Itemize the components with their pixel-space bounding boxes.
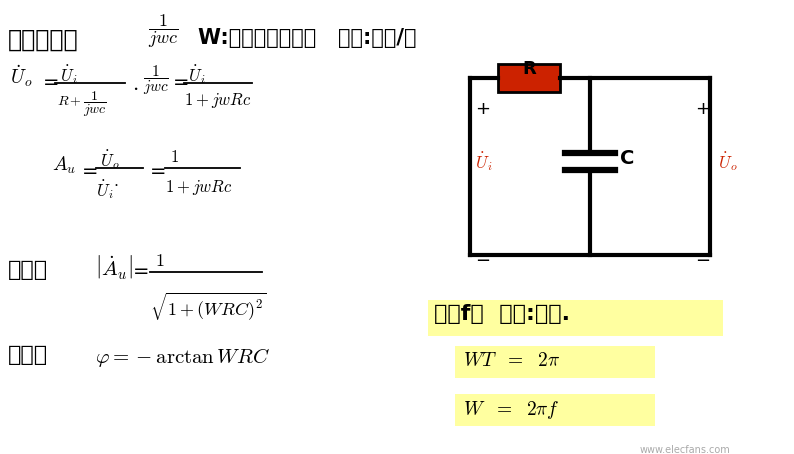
Text: $\dot{U}_o$: $\dot{U}_o$ [100, 148, 120, 171]
FancyBboxPatch shape [455, 346, 655, 378]
Text: $\dot{U}_i$: $\dot{U}_i$ [96, 178, 114, 201]
Text: $\dot{U}_o$: $\dot{U}_o$ [10, 63, 33, 89]
Text: $\cdot$: $\cdot$ [113, 173, 118, 191]
Text: $1$: $1$ [170, 148, 179, 166]
Text: =: = [82, 162, 98, 181]
Text: $\cdot$: $\cdot$ [132, 76, 138, 96]
Text: $1 + jwRc$: $1 + jwRc$ [184, 91, 252, 110]
Text: $\left|\dot{A}_u\right|$: $\left|\dot{A}_u\right|$ [95, 253, 133, 281]
Text: $\varphi = -\arctan WRC$: $\varphi = -\arctan WRC$ [95, 346, 270, 369]
Text: R: R [522, 60, 536, 78]
Text: +: + [695, 100, 710, 118]
Text: 电容的阻抗: 电容的阻抗 [8, 28, 79, 52]
Text: −: − [475, 252, 490, 270]
FancyBboxPatch shape [455, 394, 655, 426]
Text: $\dot{U}_o$: $\dot{U}_o$ [718, 151, 738, 173]
Text: $1 + jwRc$: $1 + jwRc$ [165, 178, 233, 197]
Text: C: C [620, 148, 634, 168]
Text: 频率f，  单位:赫兹.: 频率f， 单位:赫兹. [434, 304, 570, 324]
Text: www.elecfans.com: www.elecfans.com [640, 445, 730, 454]
Text: $A_u$: $A_u$ [52, 155, 76, 176]
Text: $\sqrt{1+(WRC)^2}$: $\sqrt{1+(WRC)^2}$ [150, 290, 267, 322]
Text: $\dot{U}_i$: $\dot{U}_i$ [60, 63, 78, 86]
Text: 幅值：: 幅值： [8, 260, 48, 280]
Text: $1$: $1$ [155, 252, 164, 270]
Text: $R +\dfrac{1}{jwc}$: $R +\dfrac{1}{jwc}$ [57, 90, 107, 119]
Text: =: = [43, 73, 60, 92]
Text: $\dot{U}_i$: $\dot{U}_i$ [475, 151, 492, 173]
Text: $\dfrac{1}{jwc}$: $\dfrac{1}{jwc}$ [148, 12, 179, 49]
Text: $\dot{U}_i$: $\dot{U}_i$ [188, 63, 206, 86]
Text: W:输入信号角频率   单位:弧度/秒: W:输入信号角频率 单位:弧度/秒 [198, 28, 417, 48]
Text: +: + [475, 100, 490, 118]
Text: =: = [133, 262, 149, 281]
Text: =: = [173, 73, 190, 92]
Text: 相角：: 相角： [8, 345, 48, 365]
Bar [498, 64, 560, 92]
Text: =: = [150, 162, 167, 181]
Text: −: − [695, 252, 710, 270]
Text: $WT\ \ =\ \ 2\pi$: $WT\ \ =\ \ 2\pi$ [463, 351, 560, 370]
Text: $W\ \ =\ \ 2\pi f$: $W\ \ =\ \ 2\pi f$ [463, 399, 560, 421]
FancyBboxPatch shape [428, 300, 723, 336]
Text: $\dfrac{1}{jwc}$: $\dfrac{1}{jwc}$ [143, 63, 169, 97]
